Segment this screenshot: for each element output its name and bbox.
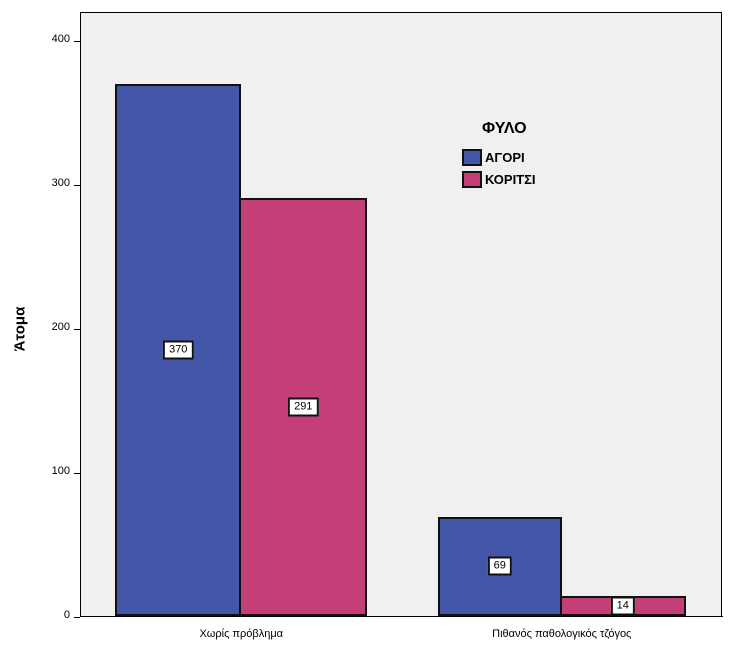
legend-swatch (462, 170, 482, 188)
y-axis-label: Άτομα (11, 306, 29, 352)
y-tick-label: 0 (63, 609, 70, 621)
bar-groups: 370 291 69 14 (81, 12, 722, 616)
bar: 69 (437, 516, 562, 616)
y-tick-mark (74, 328, 80, 330)
y-tick-mark (74, 472, 80, 474)
bar: 291 (241, 197, 368, 616)
bar-group: 69 14 (402, 12, 723, 616)
y-tick-mark (74, 617, 80, 618)
y-axis-line (80, 12, 81, 617)
y-tick-label: 300 (51, 176, 70, 189)
y-tick-mark (74, 184, 80, 186)
x-tick-label: Χωρίς πρόβλημα (199, 628, 284, 640)
bar-group: 370 291 (81, 12, 402, 616)
legend-label: ΚΟΡΙΤΣΙ (485, 171, 536, 187)
legend-item: ΚΟΡΙΤΣΙ (462, 168, 536, 190)
legend: ΦΥΛΟ ΑΓΟΡΙ ΚΟΡΙΤΣΙ (462, 120, 536, 190)
x-axis-line (80, 616, 723, 617)
bar-value-label: 291 (288, 397, 319, 417)
legend-items: ΑΓΟΡΙ ΚΟΡΙΤΣΙ (462, 146, 536, 190)
y-tick-label: 100 (51, 464, 70, 477)
bar-value-label: 370 (163, 340, 194, 360)
category-labels: Χωρίς πρόβλημα Πιθανός παθολογικός τζόγος (81, 628, 722, 640)
legend-title: ΦΥΛΟ (482, 120, 527, 137)
y-tick-label: 400 (51, 32, 70, 45)
y-axis-ticks: 0 100 200 300 400 (30, 12, 80, 621)
bar: 370 (115, 83, 242, 616)
legend-item: ΑΓΟΡΙ (462, 146, 536, 168)
bar: 14 (561, 595, 686, 616)
legend-label: ΑΓΟΡΙ (485, 149, 525, 165)
x-tick-label: Πιθανός παθολογικός τζόγος (492, 628, 632, 640)
y-tick-mark (74, 40, 80, 42)
legend-swatch (462, 148, 482, 166)
bar-value-label: 69 (487, 556, 512, 576)
y-tick-label: 200 (51, 320, 70, 333)
bar-value-label: 14 (610, 596, 635, 616)
